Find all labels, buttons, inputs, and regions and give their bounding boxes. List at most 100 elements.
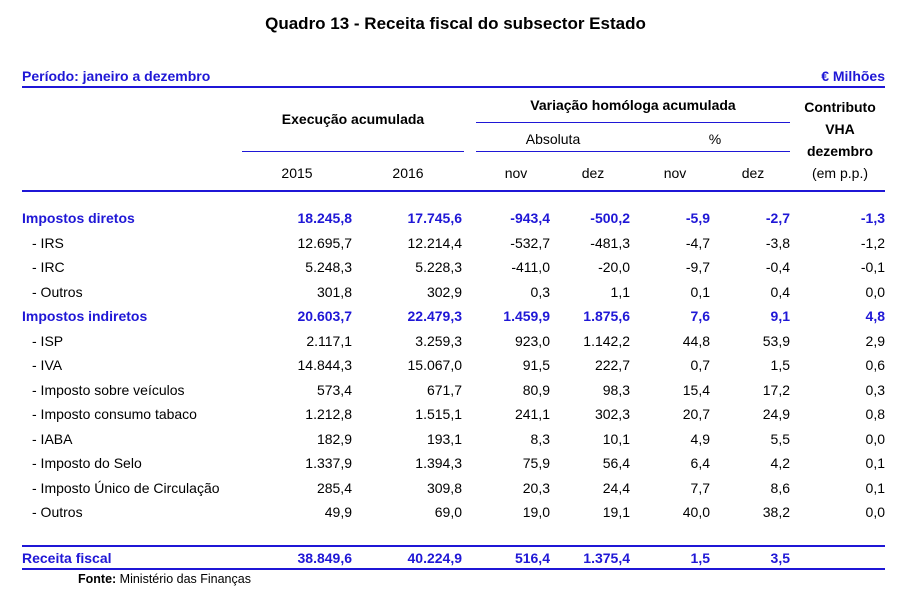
header-variacao-rule bbox=[476, 122, 790, 123]
total-cell: 1,5 bbox=[690, 550, 710, 566]
table-row: - Imposto Único de Circulação 285,4 309,8 2… bbox=[22, 476, 885, 501]
row-label: - ISP bbox=[32, 332, 64, 349]
row-label: Impostos diretos bbox=[22, 210, 135, 227]
row-value: -1,3 bbox=[860, 210, 885, 227]
row-value: 56,4 bbox=[602, 455, 630, 472]
row-label: - Imposto sobre veículos bbox=[32, 381, 185, 398]
row-value: 19,0 bbox=[522, 504, 550, 521]
table-row: - Imposto consumo tabaco 1.212,8 1.515,1 24… bbox=[22, 402, 885, 427]
row-label: - Imposto consumo tabaco bbox=[32, 406, 197, 423]
row-value: 5,5 bbox=[770, 430, 790, 447]
row-value: -943,4 bbox=[510, 210, 550, 227]
row-value: 222,7 bbox=[594, 357, 630, 374]
row-value: -5,9 bbox=[685, 210, 710, 227]
row-value: 1,5 bbox=[770, 357, 790, 374]
row-value: 75,9 bbox=[522, 455, 550, 472]
header-variacao: Variação homóloga acumulada bbox=[530, 97, 736, 113]
header-execucao: Execução acumulada bbox=[281, 111, 425, 127]
total-cell: 1.375,4 bbox=[583, 550, 630, 566]
row-label: - IRS bbox=[32, 234, 64, 251]
row-value: 5.248,3 bbox=[305, 259, 352, 276]
row-value: 24,4 bbox=[602, 479, 630, 496]
row-value: 40,0 bbox=[682, 504, 710, 521]
row-value: 98,3 bbox=[602, 381, 630, 398]
header-dez-pct: dez bbox=[741, 165, 765, 181]
header-absoluta: Absoluta bbox=[525, 131, 581, 147]
row-label: Impostos indiretos bbox=[22, 308, 148, 325]
table-title: Quadro 13 - Receita fiscal do subsector … bbox=[265, 14, 646, 33]
total-label: Receita fiscal bbox=[22, 550, 112, 566]
total-cell: 516,4 bbox=[514, 550, 550, 566]
row-value: 18.245,8 bbox=[297, 210, 353, 227]
row-label: - Outros bbox=[32, 283, 83, 300]
row-label: - Imposto do Selo bbox=[32, 455, 142, 472]
row-value: 1.394,3 bbox=[415, 455, 462, 472]
row-value: 182,9 bbox=[316, 430, 352, 447]
header-2016: 2016 bbox=[392, 165, 424, 181]
row-value: 1.212,8 bbox=[305, 406, 352, 423]
meta-bar: Período: janeiro a dezembro € Milhões bbox=[22, 68, 885, 86]
header-dez-abs: dez bbox=[581, 165, 605, 181]
row-value: 3.259,3 bbox=[415, 332, 462, 349]
row-value: 19,1 bbox=[602, 504, 630, 521]
header-contributo-1: Contributo bbox=[804, 99, 876, 115]
row-value: 8,6 bbox=[770, 479, 790, 496]
table-row: - ISP 2.117,1 3.259,3 923,0 1.142,2 44,8 53,9 2… bbox=[22, 329, 885, 354]
row-value: -2,7 bbox=[765, 210, 790, 227]
row-value: 20.603,7 bbox=[297, 308, 353, 325]
source-label: Fonte: bbox=[78, 572, 117, 586]
total-bottom-rule bbox=[22, 568, 885, 570]
table-row: Impostos diretos 18.245,8 17.745,6 -943,4 -5… bbox=[22, 206, 885, 231]
row-value: 573,4 bbox=[316, 381, 352, 398]
row-value: 6,4 bbox=[690, 455, 710, 472]
row-value: 20,3 bbox=[522, 479, 550, 496]
total-cell-empty bbox=[790, 548, 885, 568]
row-label: - IABA bbox=[32, 430, 73, 447]
table-row: - Imposto do Selo 1.337,9 1.394,3 75,9 56,4 6… bbox=[22, 451, 885, 476]
row-value: 1.337,9 bbox=[305, 455, 352, 472]
row-value: 1.142,2 bbox=[583, 332, 630, 349]
row-value: 0,1 bbox=[865, 479, 885, 496]
row-value: 44,8 bbox=[682, 332, 710, 349]
row-value: -532,7 bbox=[510, 234, 550, 251]
row-value: 1.875,6 bbox=[583, 308, 630, 325]
row-value: 285,4 bbox=[316, 479, 352, 496]
row-value: 0,7 bbox=[690, 357, 710, 374]
row-value: -3,8 bbox=[765, 234, 790, 251]
header-top-rule bbox=[22, 86, 885, 88]
total-cell: 38.849,6 bbox=[297, 550, 353, 566]
table-row: - IRC 5.248,3 5.228,3 -411,0 -20,0 -9,7 -0,4 -0… bbox=[22, 255, 885, 280]
row-value: 7,7 bbox=[690, 479, 710, 496]
table-row: - IABA 182,9 193,1 8,3 10,1 4,9 5,5 0,0 bbox=[22, 427, 885, 452]
row-value: 69,0 bbox=[434, 504, 462, 521]
row-value: 301,8 bbox=[316, 283, 352, 300]
row-label: - Outros bbox=[32, 504, 83, 521]
row-value: 12.695,7 bbox=[297, 234, 353, 251]
row-value: -481,3 bbox=[590, 234, 630, 251]
row-value: -411,0 bbox=[511, 259, 550, 276]
row-value: 9,1 bbox=[770, 308, 790, 325]
source-text: Ministério das Finanças bbox=[116, 572, 251, 586]
header-contributo-3: dezembro bbox=[806, 143, 874, 159]
row-value: 80,9 bbox=[522, 381, 550, 398]
row-value: 2,9 bbox=[865, 332, 885, 349]
total-top-rule bbox=[22, 545, 885, 547]
table-row: - IVA 14.844,3 15.067,0 91,5 222,7 0,7 1,5 0,6 bbox=[22, 353, 885, 378]
row-label: - Imposto Único de Circulação bbox=[32, 479, 220, 496]
header-contributo-2: VHA bbox=[825, 121, 855, 137]
row-value: -1,2 bbox=[860, 234, 885, 251]
row-value: 671,7 bbox=[426, 381, 462, 398]
total-cell: 3,5 bbox=[770, 550, 790, 566]
total-cell: 40.224,9 bbox=[407, 550, 463, 566]
row-value: 302,3 bbox=[594, 406, 630, 423]
row-value: 53,9 bbox=[762, 332, 790, 349]
row-value: 7,6 bbox=[690, 308, 710, 325]
row-value: 0,6 bbox=[865, 357, 885, 374]
header-pct: % bbox=[708, 131, 722, 147]
header-contributo-4: (em p.p.) bbox=[811, 165, 868, 181]
row-value: 24,9 bbox=[762, 406, 790, 423]
row-value: 302,9 bbox=[426, 283, 462, 300]
row-value: 38,2 bbox=[762, 504, 790, 521]
row-value: 193,1 bbox=[426, 430, 462, 447]
row-value: 923,0 bbox=[514, 332, 550, 349]
